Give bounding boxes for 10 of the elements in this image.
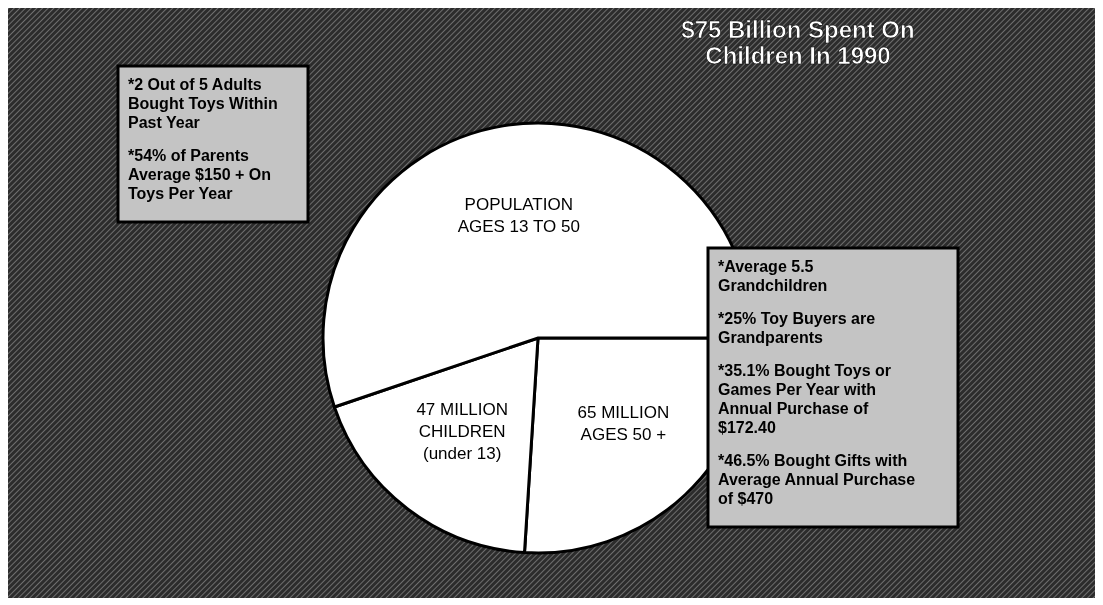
text: *Average 5.5 Grandchildren [718, 258, 828, 294]
text: $75 Billion Spent On Children In 1990 [681, 16, 915, 69]
text: *2 Out of 5 Adults Bought Toys Within Past Year [128, 76, 278, 131]
text: *46.5% Bought Gifts with Average Annual Purchase of $470 [718, 452, 916, 507]
slice-label: 47 MILLION CHILDREN (under 13) [416, 400, 509, 464]
text: *25% Toy Buyers are Grandparents [718, 310, 876, 346]
slice-label: POPULATION AGES 13 TO 50 [457, 195, 580, 237]
text: *54% of Parents Average $150 + On Toys Per Year [128, 147, 272, 202]
text: *35.1% Bought Toys or Games Per Year with Annual Purchase of $172.40 [718, 362, 892, 436]
slice-label: 65 MILLION AGES 50 + [577, 402, 670, 444]
